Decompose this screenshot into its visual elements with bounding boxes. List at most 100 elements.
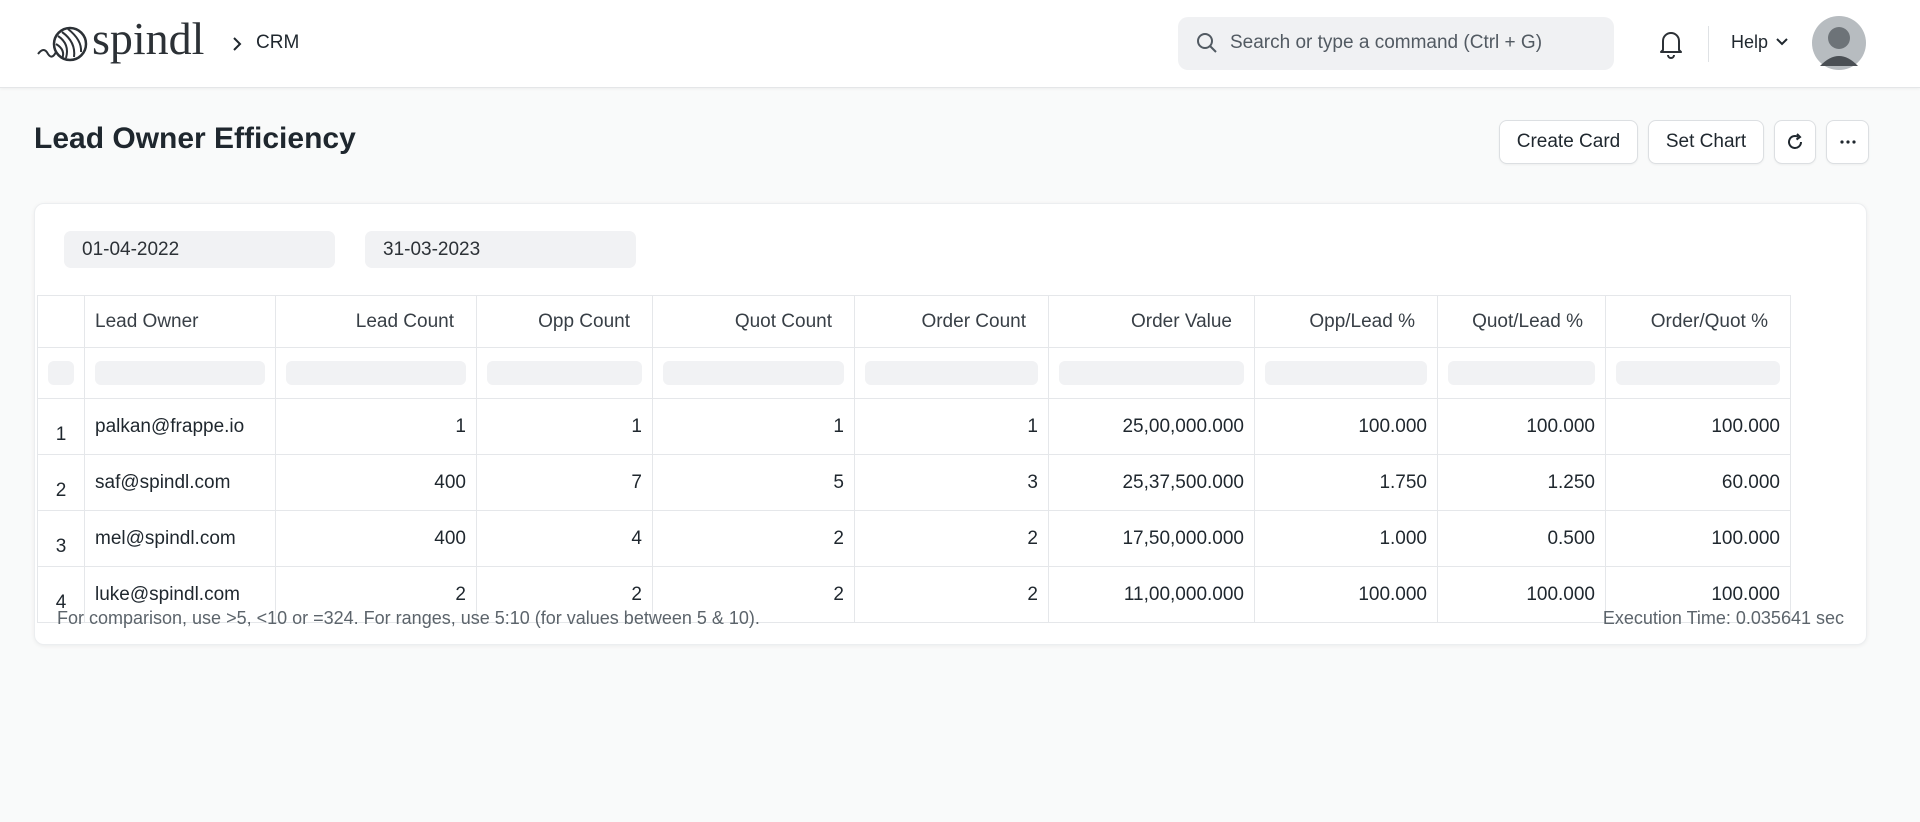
- navbar: spindl CRM Search or type a command (Ctr…: [0, 0, 1920, 88]
- column-header[interactable]: Opp/Lead %: [1254, 295, 1438, 348]
- cell: 4: [476, 510, 653, 567]
- column-header[interactable]: Quot Count: [652, 295, 855, 348]
- data-table: Lead Owner Lead Count Opp Count Quot Count O…: [37, 295, 1791, 623]
- data-row[interactable]: 1 palkan@frappe.io 1 1 1 1 25,00,000.000 100.00…: [37, 398, 1791, 455]
- column-header[interactable]: Quot/Lead %: [1437, 295, 1606, 348]
- filter-input[interactable]: [1059, 361, 1244, 385]
- more-icon: [1839, 140, 1856, 144]
- column-filter[interactable]: [84, 347, 276, 399]
- data-row[interactable]: 2 saf@spindl.com 400 7 5 3 25,37,500.000 1.750 1…: [37, 454, 1791, 511]
- cell: 1: [652, 398, 855, 455]
- execution-time: Execution Time: 0.035641 sec: [1602, 608, 1844, 628]
- cell: 2: [476, 566, 653, 623]
- filter-input[interactable]: [1265, 361, 1427, 385]
- to-date-filter[interactable]: 31-03-2023: [365, 231, 636, 268]
- help-menu[interactable]: Help: [1731, 32, 1769, 52]
- row-index-header: [37, 295, 85, 348]
- cell: 3: [854, 454, 1049, 511]
- header-row: Lead Owner Lead Count Opp Count Quot Count O…: [37, 295, 1791, 348]
- filter-input[interactable]: [487, 361, 642, 385]
- cell: 5: [652, 454, 855, 511]
- column-filter[interactable]: [1437, 347, 1606, 399]
- column-filter[interactable]: [275, 347, 477, 399]
- cell: 1: [275, 398, 477, 455]
- column-filter[interactable]: [1048, 347, 1255, 399]
- search-box[interactable]: [1178, 17, 1614, 70]
- filter-row: [37, 347, 1791, 399]
- breadcrumb[interactable]: CRM: [256, 32, 300, 53]
- cell: 2: [652, 566, 855, 623]
- cell: 1.000: [1254, 510, 1438, 567]
- column-header[interactable]: Order/Quot %: [1605, 295, 1791, 348]
- cell: 7: [476, 454, 653, 511]
- filter-input[interactable]: [1616, 361, 1780, 385]
- breadcrumb-chevron: [233, 37, 242, 51]
- from-date-filter[interactable]: 01-04-2022: [64, 231, 335, 268]
- filter-input[interactable]: [663, 361, 844, 385]
- column-filter[interactable]: [1254, 347, 1438, 399]
- cell: luke@spindl.com: [84, 566, 276, 623]
- cell: 2: [854, 566, 1049, 623]
- cell: 0.500: [1437, 510, 1606, 567]
- divider: [1708, 26, 1709, 62]
- column-header[interactable]: Order Count: [854, 295, 1049, 348]
- cell: 2: [854, 510, 1049, 567]
- cell: 25,00,000.000: [1048, 398, 1255, 455]
- row-index: 2: [37, 454, 85, 511]
- cell: 400: [275, 454, 477, 511]
- cell: mel@spindl.com: [84, 510, 276, 567]
- filter-input[interactable]: [95, 361, 265, 385]
- filter-input[interactable]: [1448, 361, 1595, 385]
- search-placeholder: Search or type a command (Ctrl + G): [1230, 32, 1543, 53]
- cell: 400: [275, 510, 477, 567]
- cell: 100.000: [1254, 398, 1438, 455]
- data-row[interactable]: 4 luke@spindl.com 2 2 2 2 11,00,000.000 100.000…: [37, 566, 1791, 623]
- filter-input[interactable]: [286, 361, 466, 385]
- report-card: 01-04-2022 31-03-2023 Lead Owner Lead Cou…: [34, 203, 1867, 645]
- set-chart-button[interactable]: Set Chart: [1648, 120, 1764, 164]
- page-title: Lead Owner Efficiency: [34, 122, 356, 155]
- logo-icon[interactable]: [36, 24, 92, 64]
- cell: 1: [854, 398, 1049, 455]
- cell: 1.250: [1437, 454, 1606, 511]
- row-index: 3: [37, 510, 85, 567]
- cell: palkan@frappe.io: [84, 398, 276, 455]
- cell: 60.000: [1605, 454, 1791, 511]
- more-button[interactable]: [1826, 120, 1869, 164]
- column-header[interactable]: Lead Owner: [84, 295, 276, 348]
- cell: 100.000: [1605, 510, 1791, 567]
- cell: 2: [652, 510, 855, 567]
- cell: 1: [476, 398, 653, 455]
- cell: 100.000: [1254, 566, 1438, 623]
- column-header[interactable]: Opp Count: [476, 295, 653, 348]
- column-filter[interactable]: [854, 347, 1049, 399]
- cell: saf@spindl.com: [84, 454, 276, 511]
- column-filter[interactable]: [652, 347, 855, 399]
- data-row[interactable]: 3 mel@spindl.com 400 4 2 2 17,50,000.000 1.000 0…: [37, 510, 1791, 567]
- cell: 100.000: [1605, 398, 1791, 455]
- column-header[interactable]: Order Value: [1048, 295, 1255, 348]
- create-card-button[interactable]: Create Card: [1499, 120, 1638, 164]
- cell: 100.000: [1437, 398, 1606, 455]
- cell: 1.750: [1254, 454, 1438, 511]
- cell: 2: [275, 566, 477, 623]
- cell: 11,00,000.000: [1048, 566, 1255, 623]
- cell: 17,50,000.000: [1048, 510, 1255, 567]
- cell: 100.000: [1437, 566, 1606, 623]
- filter-input[interactable]: [48, 361, 74, 385]
- logo[interactable]: spindl: [92, 13, 205, 64]
- help-chevron: [1776, 38, 1788, 46]
- cell: 25,37,500.000: [1048, 454, 1255, 511]
- refresh-icon: [1788, 133, 1802, 149]
- column-filter[interactable]: [1605, 347, 1791, 399]
- notification-bell[interactable]: [1658, 29, 1684, 59]
- column-filter[interactable]: [37, 347, 85, 399]
- column-filter[interactable]: [476, 347, 653, 399]
- column-header[interactable]: Lead Count: [275, 295, 477, 348]
- refresh-button[interactable]: [1774, 120, 1816, 164]
- filter-input[interactable]: [865, 361, 1038, 385]
- avatar[interactable]: [1812, 16, 1866, 70]
- cell: 100.000: [1605, 566, 1791, 623]
- search-icon: [1197, 33, 1217, 53]
